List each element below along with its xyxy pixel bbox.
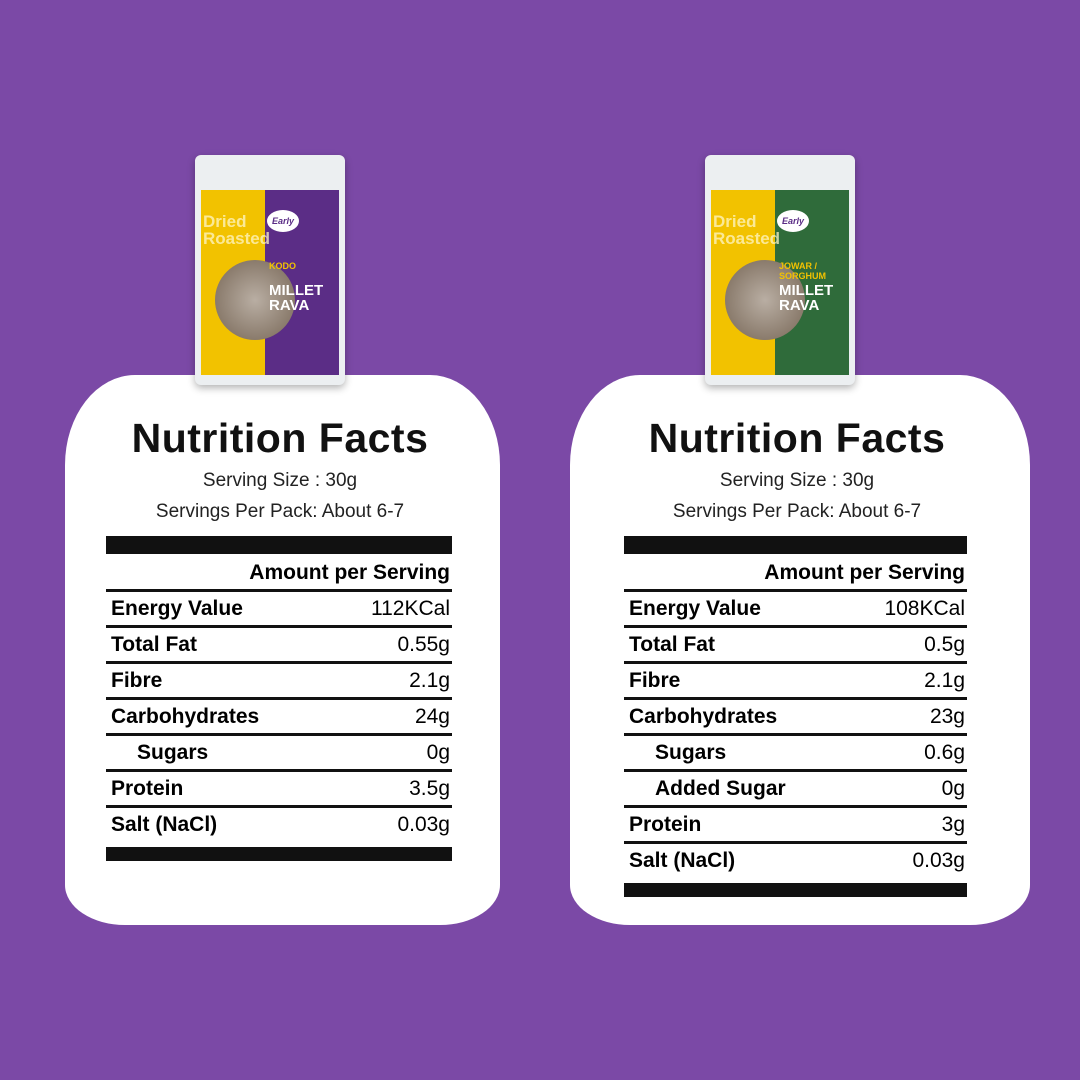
- pack-variant: KODO: [269, 261, 296, 271]
- nutrient-name: Salt (NaCl): [629, 849, 736, 872]
- nutrient-row: Total Fat 0.55g: [106, 628, 452, 664]
- nutrient-value: 0.5g: [924, 633, 965, 656]
- nutrient-row: Sugars 0g: [106, 736, 452, 772]
- bottom-bar: [106, 847, 452, 861]
- nutrient-row: Salt (NaCl) 0.03g: [624, 844, 967, 877]
- top-bar: [106, 536, 452, 554]
- pack-bowl: [725, 260, 805, 340]
- nutrient-name: Energy Value: [111, 597, 243, 620]
- label-card: [65, 375, 500, 925]
- nutrient-name: Added Sugar: [655, 777, 786, 800]
- pack-side-text: Dried Roasted: [713, 212, 781, 248]
- nutrition-title: Nutrition Facts: [131, 415, 429, 461]
- nutrient-name: Salt (NaCl): [111, 813, 218, 836]
- serving-size: Serving Size : 30g: [202, 470, 358, 491]
- table-header: Amount per Serving: [106, 554, 452, 592]
- nutrient-name: Carbohydrates: [629, 705, 778, 728]
- nutrient-value: 2.1g: [409, 669, 450, 692]
- pack-bowl: [215, 260, 295, 340]
- nutrient-value: 0g: [426, 741, 450, 764]
- nutrient-value: 112KCal: [371, 597, 450, 620]
- nutrient-row: Energy Value 112KCal: [106, 592, 452, 628]
- nutrient-name: Fibre: [629, 669, 681, 692]
- nutrient-value: 23g: [929, 705, 965, 728]
- nutrient-name: Fibre: [111, 669, 163, 692]
- nutrient-value: 24g: [414, 705, 450, 728]
- nutrient-row: Sugars 0.6g: [624, 736, 967, 772]
- servings-per-pack: Servings Per Pack: About 6-7: [672, 501, 922, 522]
- nutrition-table: Amount per Serving Energy Value 108KCal Tot…: [624, 536, 967, 897]
- nutrient-name: Protein: [111, 777, 184, 800]
- nutrition-title: Nutrition Facts: [648, 415, 946, 461]
- pack-brand: Early: [267, 210, 299, 232]
- nutrient-name: Carbohydrates: [111, 705, 260, 728]
- nutrient-value: 3g: [941, 813, 965, 836]
- nutrient-name: Sugars: [137, 741, 209, 764]
- nutrient-row: Energy Value 108KCal: [624, 592, 967, 628]
- nutrient-name: Protein: [629, 813, 702, 836]
- nutrient-value: 3.5g: [409, 777, 450, 800]
- table-header: Amount per Serving: [624, 554, 967, 592]
- pack-name: MILLET RAVA: [779, 282, 834, 314]
- top-bar: [624, 536, 967, 554]
- pack-side-text: Dried Roasted: [203, 212, 271, 248]
- nutrient-value: 108KCal: [884, 597, 965, 620]
- pack-brand: Early: [777, 210, 809, 232]
- servings-per-pack: Servings Per Pack: About 6-7: [155, 501, 405, 522]
- product-pack: Dried Roasted Early KODO MILLET RAVA: [195, 155, 345, 385]
- nutrient-name: Total Fat: [111, 633, 197, 656]
- nutrient-value: 0.55g: [397, 633, 450, 656]
- nutrition-table: Amount per Serving Energy Value 112KCal Tot…: [106, 536, 452, 861]
- nutrient-value: 0.03g: [397, 813, 450, 836]
- nutrient-name: Energy Value: [629, 597, 761, 620]
- label-card: [570, 375, 1030, 925]
- nutrient-name: Sugars: [655, 741, 727, 764]
- serving-size: Serving Size : 30g: [719, 470, 875, 491]
- bottom-bar: [624, 883, 967, 897]
- pack-name: MILLET RAVA: [269, 282, 324, 314]
- nutrient-name: Total Fat: [629, 633, 715, 656]
- nutrient-row: Added Sugar 0g: [624, 772, 967, 808]
- product-pack: Dried Roasted Early JOWAR / SORGHUM MILLET …: [705, 155, 855, 385]
- nutrient-row: Total Fat 0.5g: [624, 628, 967, 664]
- nutrient-row: Carbohydrates 24g: [106, 700, 452, 736]
- nutrient-row: Fibre 2.1g: [624, 664, 967, 700]
- nutrient-row: Salt (NaCl) 0.03g: [106, 808, 452, 841]
- nutrient-row: Protein 3.5g: [106, 772, 452, 808]
- pack-variant: JOWAR / SORGHUM: [779, 261, 826, 281]
- nutrient-value: 0.6g: [924, 741, 965, 764]
- nutrient-value: 0.03g: [912, 849, 965, 872]
- nutrient-row: Protein 3g: [624, 808, 967, 844]
- nutrient-row: Carbohydrates 23g: [624, 700, 967, 736]
- nutrient-value: 0g: [941, 777, 965, 800]
- nutrient-value: 2.1g: [924, 669, 965, 692]
- nutrient-row: Fibre 2.1g: [106, 664, 452, 700]
